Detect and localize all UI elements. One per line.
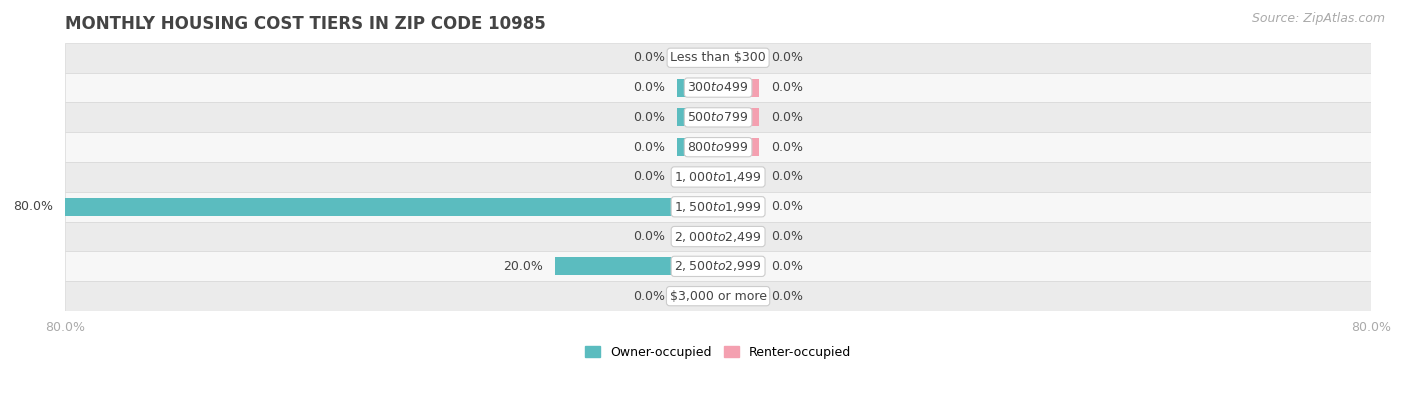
- Bar: [678, 287, 718, 305]
- Bar: [718, 79, 759, 97]
- Text: 0.0%: 0.0%: [633, 141, 665, 154]
- Bar: [65, 222, 1371, 251]
- Bar: [65, 43, 1371, 73]
- Bar: [678, 168, 718, 186]
- Text: 0.0%: 0.0%: [633, 230, 665, 243]
- Text: 0.0%: 0.0%: [633, 81, 665, 94]
- Text: $1,000 to $1,499: $1,000 to $1,499: [675, 170, 762, 184]
- Bar: [678, 79, 718, 97]
- Text: 0.0%: 0.0%: [770, 200, 803, 213]
- Text: 0.0%: 0.0%: [633, 111, 665, 124]
- Text: $2,500 to $2,999: $2,500 to $2,999: [675, 259, 762, 273]
- Legend: Owner-occupied, Renter-occupied: Owner-occupied, Renter-occupied: [581, 341, 856, 364]
- Bar: [718, 198, 759, 216]
- Text: MONTHLY HOUSING COST TIERS IN ZIP CODE 10985: MONTHLY HOUSING COST TIERS IN ZIP CODE 1…: [65, 15, 546, 33]
- Text: $500 to $799: $500 to $799: [688, 111, 749, 124]
- Bar: [678, 108, 718, 126]
- Bar: [678, 49, 718, 67]
- Bar: [65, 103, 1371, 132]
- Text: $1,500 to $1,999: $1,500 to $1,999: [675, 200, 762, 214]
- Text: 20.0%: 20.0%: [503, 260, 543, 273]
- Bar: [555, 257, 718, 275]
- Bar: [65, 251, 1371, 281]
- Bar: [718, 227, 759, 246]
- Bar: [718, 49, 759, 67]
- Text: 0.0%: 0.0%: [770, 51, 803, 64]
- Text: 80.0%: 80.0%: [13, 200, 53, 213]
- Bar: [65, 192, 1371, 222]
- Text: $300 to $499: $300 to $499: [688, 81, 749, 94]
- Text: 0.0%: 0.0%: [770, 260, 803, 273]
- Text: 0.0%: 0.0%: [770, 230, 803, 243]
- Bar: [65, 132, 1371, 162]
- Bar: [678, 227, 718, 246]
- Text: $800 to $999: $800 to $999: [688, 141, 749, 154]
- Text: Source: ZipAtlas.com: Source: ZipAtlas.com: [1251, 12, 1385, 25]
- Bar: [718, 168, 759, 186]
- Text: Less than $300: Less than $300: [671, 51, 766, 64]
- Bar: [65, 198, 718, 216]
- Bar: [718, 108, 759, 126]
- Bar: [65, 73, 1371, 103]
- Text: 0.0%: 0.0%: [633, 290, 665, 303]
- Text: $2,000 to $2,499: $2,000 to $2,499: [675, 229, 762, 244]
- Text: 0.0%: 0.0%: [770, 111, 803, 124]
- Bar: [718, 138, 759, 156]
- Bar: [65, 281, 1371, 311]
- Text: $3,000 or more: $3,000 or more: [669, 290, 766, 303]
- Text: 0.0%: 0.0%: [770, 81, 803, 94]
- Text: 0.0%: 0.0%: [770, 171, 803, 183]
- Bar: [718, 287, 759, 305]
- Text: 0.0%: 0.0%: [770, 141, 803, 154]
- Bar: [65, 162, 1371, 192]
- Text: 0.0%: 0.0%: [770, 290, 803, 303]
- Text: 0.0%: 0.0%: [633, 171, 665, 183]
- Bar: [718, 257, 759, 275]
- Text: 0.0%: 0.0%: [633, 51, 665, 64]
- Bar: [678, 138, 718, 156]
